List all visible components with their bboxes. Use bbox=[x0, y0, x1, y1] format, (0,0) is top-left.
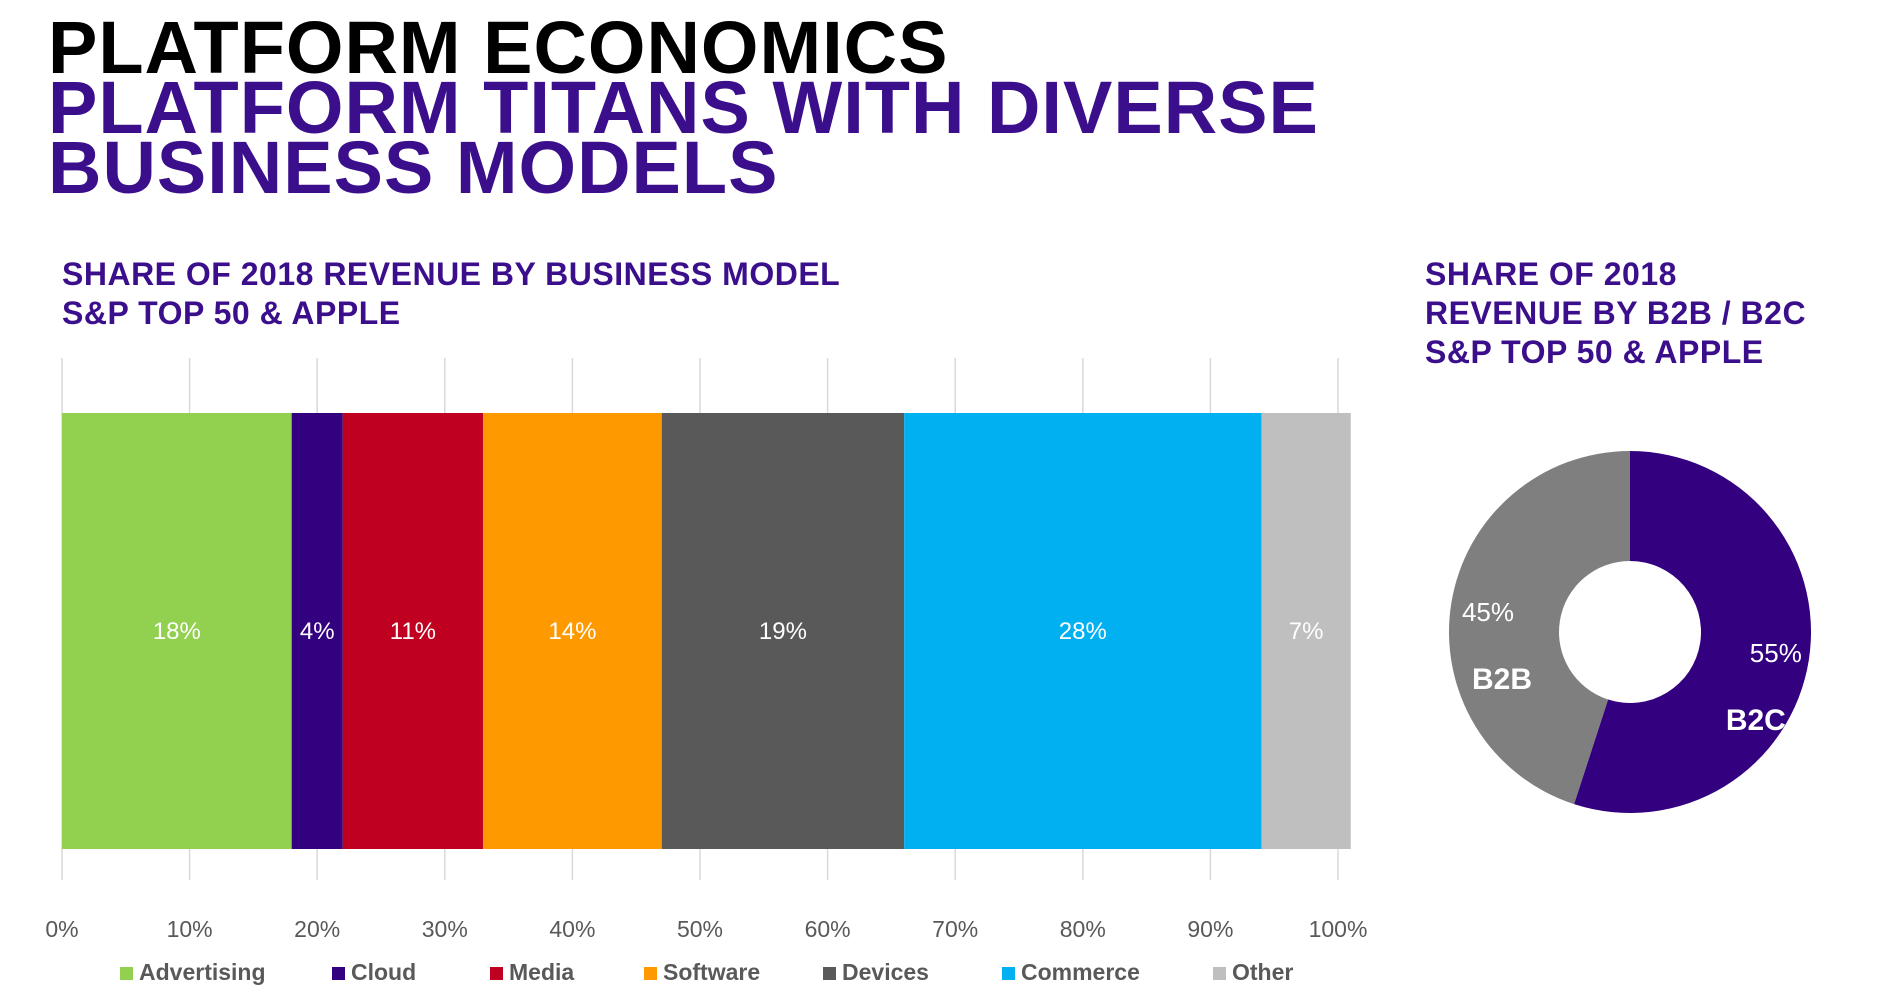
x-tick-label: 70% bbox=[932, 916, 978, 942]
bar-segment-advertising bbox=[62, 413, 292, 849]
bar-chart-title-line2: S&P TOP 50 & APPLE bbox=[62, 295, 401, 331]
legend-label-commerce: Commerce bbox=[1021, 959, 1140, 985]
data-label-advertising: 18% bbox=[153, 618, 201, 645]
legend-swatch-cloud bbox=[332, 967, 345, 980]
x-tick-label: 80% bbox=[1060, 916, 1106, 942]
legend-swatch-other bbox=[1213, 967, 1226, 980]
legend-label-software: Software bbox=[663, 959, 760, 985]
donut-chart-title-line2: REVENUE BY B2B / B2C bbox=[1425, 295, 1807, 331]
legend-label-advertising: Advertising bbox=[139, 959, 266, 985]
slide-title-block: PLATFORM ECONOMICS PLATFORM TITANS WITH … bbox=[48, 6, 1319, 209]
donut-category-label-b2c: B2C bbox=[1726, 704, 1786, 737]
bar-segment-software bbox=[483, 413, 662, 849]
data-label-cloud: 4% bbox=[300, 618, 335, 645]
x-tick-label: 100% bbox=[1309, 916, 1368, 942]
donut-category-label-b2b: B2B bbox=[1472, 663, 1532, 696]
donut-slice-b2c bbox=[1574, 451, 1811, 813]
slide-title: PLATFORM ECONOMICS bbox=[48, 6, 949, 89]
data-label-commerce: 28% bbox=[1059, 618, 1107, 645]
legend-label-cloud: Cloud bbox=[351, 959, 416, 985]
donut-chart-title-line3: S&P TOP 50 & APPLE bbox=[1425, 334, 1764, 370]
data-label-other: 7% bbox=[1289, 618, 1324, 645]
donut-slice-b2b bbox=[1449, 451, 1630, 805]
legend-swatch-commerce bbox=[1002, 967, 1015, 980]
x-tick-label: 60% bbox=[805, 916, 851, 942]
stacked-bar-chart: 0% 10% 20% 30% 40% 50% 60% 70% 80% 90% 100% 18% 4% 11… bbox=[45, 358, 1368, 985]
data-label-software: 14% bbox=[548, 618, 596, 645]
legend-swatch-software bbox=[644, 967, 657, 980]
x-tick-label: 40% bbox=[549, 916, 595, 942]
x-tick-label: 20% bbox=[294, 916, 340, 942]
slide-subtitle-line2: BUSINESS MODELS bbox=[48, 126, 779, 209]
legend-swatch-media bbox=[490, 967, 503, 980]
legend-label-devices: Devices bbox=[842, 959, 929, 985]
donut-value-label-b2b: 45% bbox=[1462, 597, 1514, 627]
x-tick-label: 10% bbox=[167, 916, 213, 942]
bar-segment-commerce bbox=[904, 413, 1262, 849]
bar-chart-heading: SHARE OF 2018 REVENUE BY BUSINESS MODEL … bbox=[62, 255, 840, 333]
legend-label-other: Other bbox=[1232, 959, 1293, 985]
donut-chart-title-line1: SHARE OF 2018 bbox=[1425, 256, 1677, 292]
donut-chart: 55% B2C 45% B2B bbox=[1449, 451, 1811, 813]
data-label-media: 11% bbox=[390, 618, 436, 645]
slide-subtitle-line1: PLATFORM TITANS WITH DIVERSE bbox=[48, 66, 1319, 149]
donut-value-label-b2c: 55% bbox=[1750, 638, 1802, 668]
bar-segment-cloud bbox=[291, 413, 343, 849]
bar-segment-other bbox=[1261, 413, 1351, 849]
bar-segment-devices bbox=[661, 413, 905, 849]
x-tick-label: 90% bbox=[1187, 916, 1233, 942]
bar-segment-media bbox=[342, 413, 484, 849]
bar-chart-title-line1: SHARE OF 2018 REVENUE BY BUSINESS MODEL bbox=[62, 256, 841, 292]
x-tick-label: 0% bbox=[45, 916, 78, 942]
x-tick-label: 30% bbox=[422, 916, 468, 942]
legend-swatch-devices bbox=[823, 967, 836, 980]
legend-swatch-advertising bbox=[120, 967, 133, 980]
x-tick-label: 50% bbox=[677, 916, 723, 942]
data-label-devices: 19% bbox=[759, 618, 807, 645]
legend-label-media: Media bbox=[509, 959, 574, 985]
donut-chart-heading: SHARE OF 2018 REVENUE BY B2B / B2C S&P T… bbox=[1425, 255, 1806, 372]
